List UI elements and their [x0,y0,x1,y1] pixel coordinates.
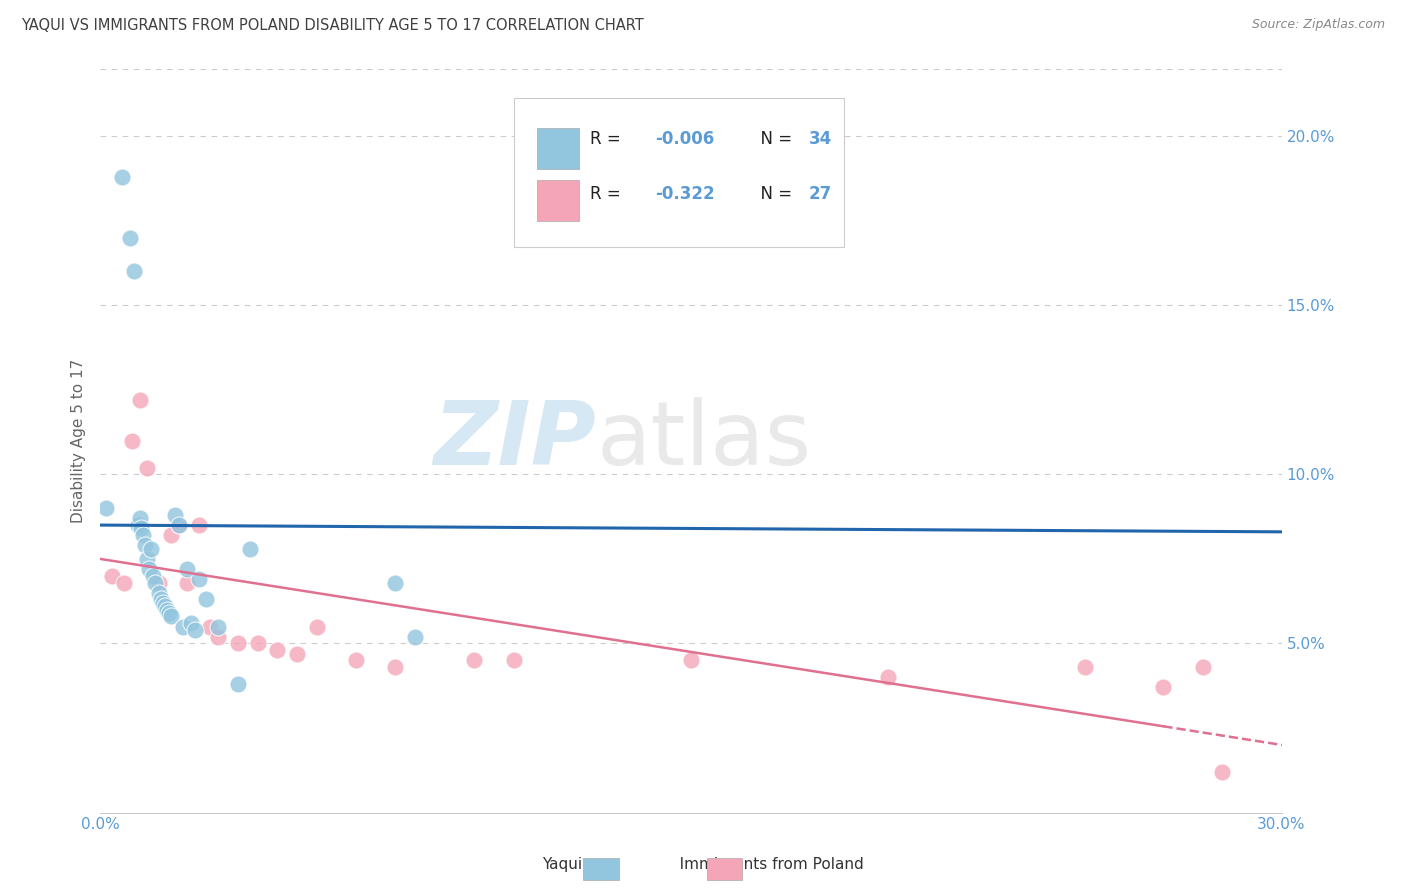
Point [187,572,209,586]
Point [112,575,135,590]
Point [876,670,898,684]
Text: -0.322: -0.322 [655,185,716,202]
Text: R =: R = [591,130,627,148]
Text: 34: 34 [808,130,832,148]
Point [679,653,702,667]
Point [463,653,485,667]
Point [183,623,205,637]
Point [111,169,134,184]
Point [384,660,406,674]
Point [160,528,183,542]
Point [163,508,186,522]
Point [246,636,269,650]
Point [142,569,165,583]
Point [136,460,159,475]
Point [128,511,150,525]
Text: N =: N = [749,130,797,148]
Point [141,541,163,556]
Text: N =: N = [749,185,797,202]
Point [167,518,190,533]
Point [226,636,249,650]
Point [195,592,218,607]
Point [176,575,198,590]
Point [180,616,202,631]
Point [200,619,222,633]
Point [285,647,308,661]
Point [187,518,209,533]
Point [157,606,180,620]
Text: YAQUI VS IMMIGRANTS FROM POLAND DISABILITY AGE 5 TO 17 CORRELATION CHART: YAQUI VS IMMIGRANTS FROM POLAND DISABILI… [21,18,644,33]
Point [143,575,166,590]
Point [134,538,156,552]
Point [344,653,367,667]
Point [128,392,150,407]
Point [131,521,153,535]
Text: ZIP: ZIP [433,397,596,484]
Point [138,562,160,576]
Point [127,518,149,533]
Point [1211,764,1233,779]
Point [153,599,176,614]
FancyBboxPatch shape [513,98,845,247]
Text: R =: R = [591,185,627,202]
Point [384,575,406,590]
Point [136,552,159,566]
Point [207,630,229,644]
Point [121,434,143,448]
Point [1152,681,1174,695]
Text: atlas: atlas [596,397,811,484]
Point [207,619,229,633]
Point [266,643,288,657]
Y-axis label: Disability Age 5 to 17: Disability Age 5 to 17 [72,359,86,523]
Point [1191,660,1213,674]
Point [132,528,155,542]
Text: Yaqui                    Immigrants from Poland: Yaqui Immigrants from Poland [543,857,863,872]
Point [172,619,194,633]
Text: -0.006: -0.006 [655,130,714,148]
Point [118,230,141,244]
Point [160,609,183,624]
Point [226,677,249,691]
Point [305,619,328,633]
Point [148,585,170,599]
Point [176,562,198,576]
Point [122,264,145,278]
Point [502,653,524,667]
Point [156,602,179,616]
Point [94,501,117,516]
Point [148,575,170,590]
FancyBboxPatch shape [537,180,579,221]
Point [167,518,190,533]
Point [239,541,262,556]
Point [152,596,174,610]
Point [150,592,173,607]
Text: Source: ZipAtlas.com: Source: ZipAtlas.com [1251,18,1385,31]
Text: 27: 27 [808,185,832,202]
Point [101,569,124,583]
Point [404,630,426,644]
Point [1073,660,1095,674]
FancyBboxPatch shape [537,128,579,169]
